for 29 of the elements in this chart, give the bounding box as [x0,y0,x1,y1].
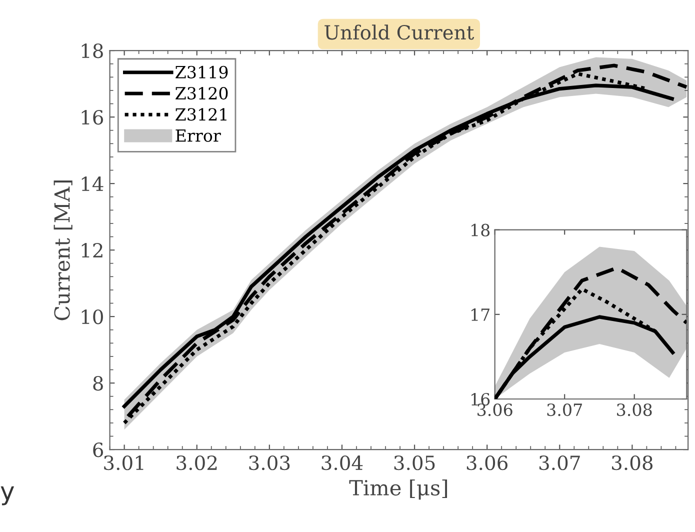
y-tick-label: 14 [82,176,104,191]
legend-label: Z3119 [176,66,228,78]
x-tick-label: 3.05 [394,455,435,470]
x-tick-label: 3.03 [249,455,290,470]
x-tick-label: 3.01 [104,455,144,470]
legend-label: Z3121 [176,108,226,121]
x-tick-label: 3.02 [176,455,217,470]
text: y [0,486,14,506]
y-tick-label: 18 [82,43,103,58]
y-tick-label: 16 [82,110,104,125]
y-tick-label: 12 [82,242,102,258]
x-tick-label: 3.06 [466,455,508,470]
y-tick-label: 6 [93,442,104,458]
x-tick-label: 3.06 [478,403,512,416]
y-tick-label: 16 [472,392,490,406]
x-tick-label: 3.04 [322,455,363,470]
y-tick-label: 17 [472,308,490,321]
y-tick-label: 18 [472,224,490,236]
legend-label: Error [176,129,221,142]
x-axis-title: Time [μs] [349,479,448,500]
x-tick-label: 3.07 [547,403,582,416]
y-axis-title: Current [MA] [54,180,72,320]
x-tick-label: 3.08 [617,403,652,416]
x-tick-label: 3.07 [539,455,580,470]
y-tick-label: 10 [82,309,103,324]
y-tick-label: 8 [93,376,103,391]
x-tick-label: 3.08 [612,455,653,470]
legend-label: Z3120 [176,86,228,100]
chart-title: Unfold Current [324,24,474,40]
